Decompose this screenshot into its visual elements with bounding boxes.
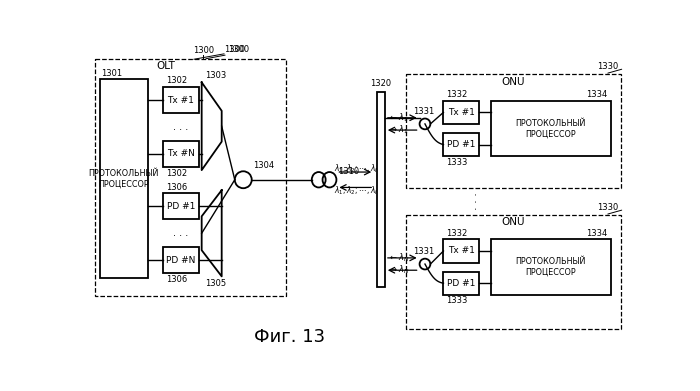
Bar [163, 193, 199, 219]
Text: 1305: 1305 [206, 279, 227, 288]
Text: 1304: 1304 [253, 161, 274, 170]
Bar [444, 272, 479, 295]
Text: OLT: OLT [157, 61, 176, 71]
Bar [407, 74, 620, 188]
Text: 1331: 1331 [413, 107, 434, 116]
Bar [95, 59, 286, 296]
Text: Tx #1: Tx #1 [448, 246, 475, 255]
Text: 1320: 1320 [370, 79, 391, 88]
Text: $\leftarrow\lambda_N$: $\leftarrow\lambda_N$ [388, 252, 409, 264]
Text: 1302: 1302 [167, 169, 188, 178]
Text: 1330: 1330 [598, 62, 619, 71]
Text: 1306: 1306 [167, 275, 188, 284]
Text: 1300: 1300 [193, 47, 214, 56]
Text: Tx #1: Tx #1 [167, 95, 195, 104]
Text: 1330: 1330 [598, 203, 619, 212]
Text: Tx #N: Tx #N [167, 149, 195, 158]
Text: . . .: . . . [174, 228, 188, 238]
Text: ONU: ONU [502, 217, 525, 228]
Text: 1300: 1300 [228, 45, 249, 54]
Text: . . .: . . . [174, 122, 188, 132]
Text: $\rightarrow\lambda_N$: $\rightarrow\lambda_N$ [388, 264, 409, 276]
Text: 1332: 1332 [447, 229, 468, 238]
Bar [163, 247, 199, 273]
Text: PD #1: PD #1 [447, 140, 475, 149]
Text: Tx #1: Tx #1 [448, 108, 475, 117]
Text: 1310: 1310 [338, 167, 359, 176]
Text: ПРОТОКОЛЬНЫЙ
ПРОЦЕССОР: ПРОТОКОЛЬНЫЙ ПРОЦЕССОР [516, 257, 586, 277]
Text: $\lambda_1,\lambda_2;\cdots,\lambda_N$: $\lambda_1,\lambda_2;\cdots,\lambda_N$ [334, 163, 381, 175]
Bar [163, 87, 199, 113]
Bar [444, 133, 479, 156]
Text: PD #N: PD #N [166, 256, 195, 265]
Text: Фиг. 13: Фиг. 13 [254, 328, 325, 346]
Bar [163, 141, 199, 167]
Text: $\rightarrow\lambda_1$: $\rightarrow\lambda_1$ [388, 124, 408, 136]
Text: ПРОТОКОЛЬНЫЙ
ПРОЦЕССОР: ПРОТОКОЛЬНЫЙ ПРОЦЕССОР [89, 169, 159, 188]
Bar [491, 101, 610, 156]
Text: 1303: 1303 [206, 71, 227, 80]
Text: 1333: 1333 [447, 296, 468, 305]
Polygon shape [202, 83, 222, 170]
Text: ПРОТОКОЛЬНЫЙ
ПРОЦЕССОР: ПРОТОКОЛЬНЫЙ ПРОЦЕССОР [516, 119, 586, 138]
Text: . . .: . . . [469, 192, 480, 210]
Text: 1306: 1306 [167, 183, 188, 192]
Polygon shape [202, 190, 222, 276]
Text: $\leftarrow\lambda_1$: $\leftarrow\lambda_1$ [388, 111, 408, 124]
Bar [444, 239, 479, 262]
Text: 1331: 1331 [413, 248, 434, 256]
Text: PD #1: PD #1 [167, 202, 195, 211]
Bar [444, 101, 479, 124]
Bar [377, 91, 385, 287]
Bar [100, 79, 148, 278]
Text: ONU: ONU [502, 77, 525, 86]
Text: $\lambda_1,\lambda_2;\cdots,\lambda_N$: $\lambda_1,\lambda_2;\cdots,\lambda_N$ [334, 184, 381, 197]
Text: 1333: 1333 [447, 158, 468, 167]
Bar [407, 215, 620, 329]
Text: 1301: 1301 [102, 69, 122, 78]
Text: 1332: 1332 [447, 90, 468, 99]
Text: 1334: 1334 [586, 229, 608, 238]
Text: 1302: 1302 [167, 76, 188, 85]
Text: 1334: 1334 [586, 90, 608, 99]
Text: PD #1: PD #1 [447, 279, 475, 288]
Bar [491, 239, 610, 295]
Text: 1300: 1300 [224, 45, 245, 54]
